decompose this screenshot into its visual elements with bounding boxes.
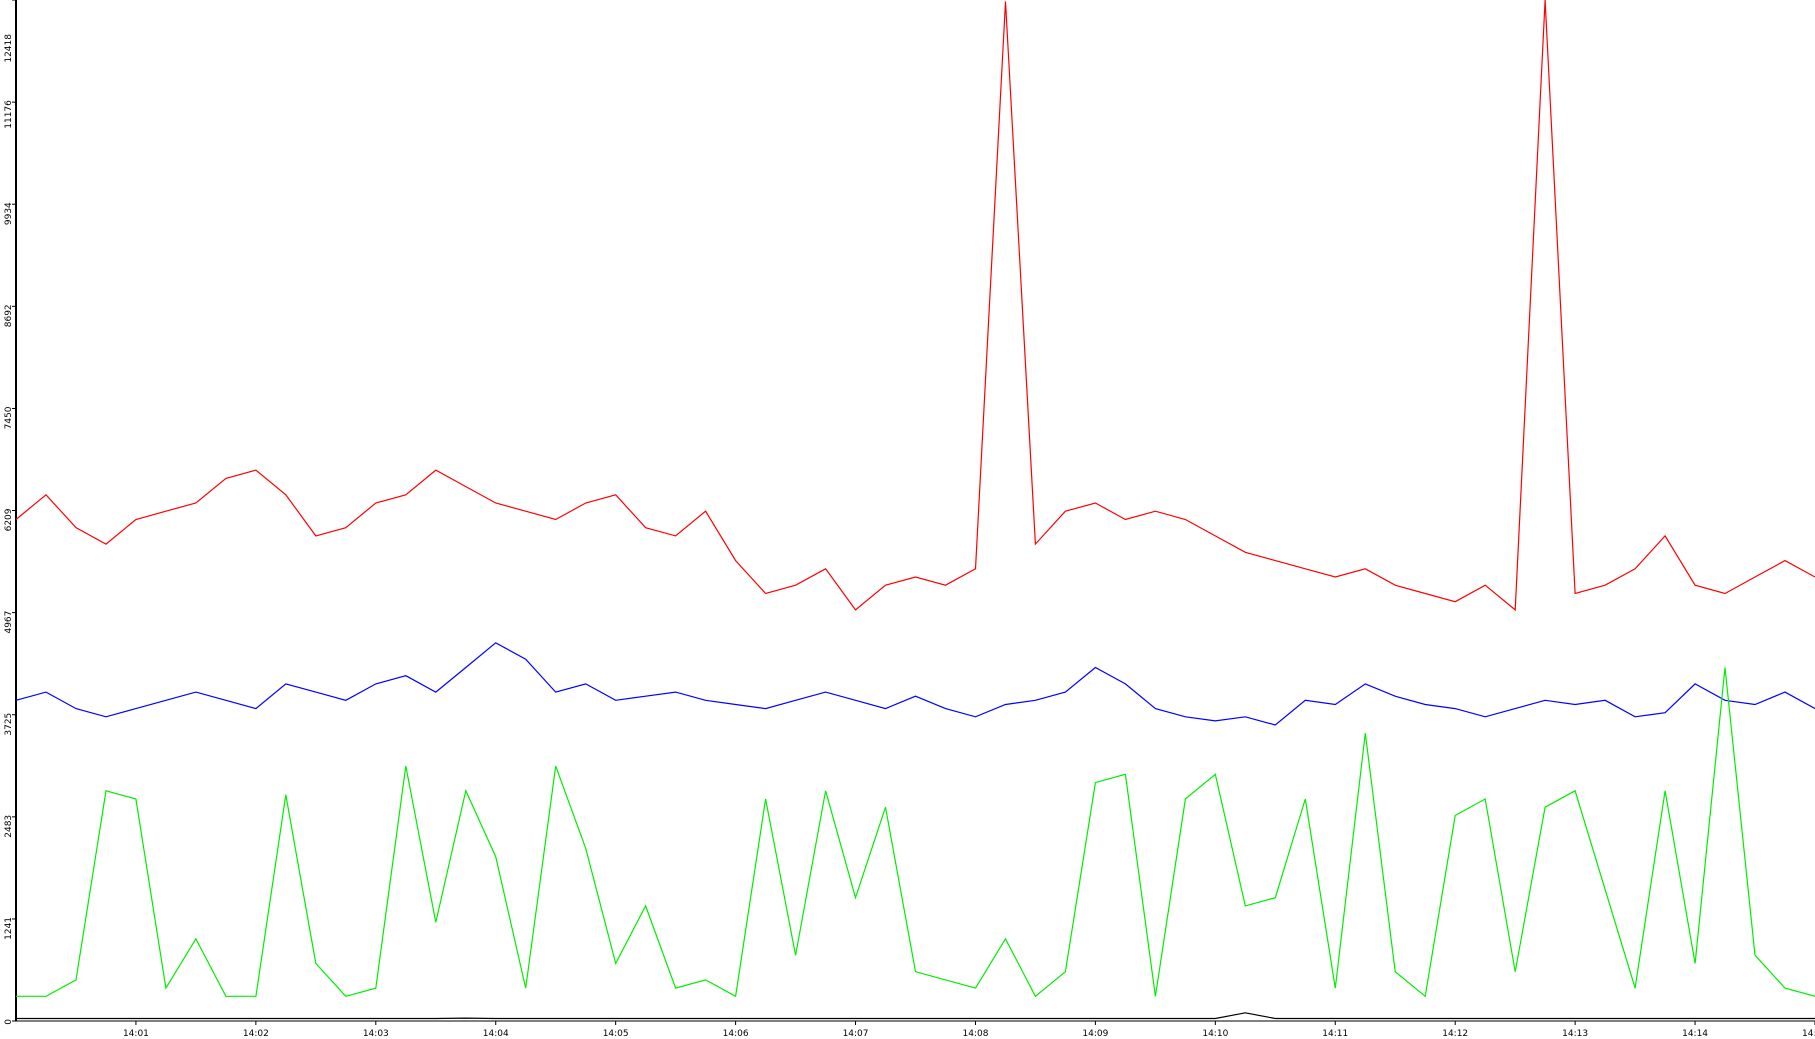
x-tick-label: 14:11 (1322, 1029, 1348, 1039)
x-tick-label: 14:14 (1682, 1029, 1708, 1039)
y-tick-label: 12418 (4, 34, 14, 63)
y-tick-label: 6209 (4, 508, 14, 531)
y-tick-label: 8692 (4, 304, 14, 327)
y-tick-label: 3725 (4, 713, 14, 736)
x-tick-label: 14:02 (243, 1029, 269, 1039)
x-tick-label: 14:04 (483, 1029, 509, 1039)
x-tick-label: 14:08 (962, 1029, 988, 1039)
x-tick-label: 14:13 (1562, 1029, 1588, 1039)
x-tick-label: 14:05 (603, 1029, 629, 1039)
x-tick-label: 14:15 (1802, 1029, 1815, 1039)
y-tick-label: 0 (4, 1019, 14, 1025)
x-tick-label: 14:12 (1442, 1029, 1468, 1039)
y-tick-label: 9934 (4, 202, 14, 225)
x-tick-label: 14:10 (1202, 1029, 1228, 1039)
x-tick-label: 14:03 (363, 1029, 389, 1039)
series-line (16, 1012, 1815, 1020)
series-line (15, 0, 1815, 612)
x-tick-label: 14:09 (1082, 1029, 1108, 1039)
series-line (15, 642, 1815, 726)
x-tick-label: 14:06 (723, 1029, 749, 1039)
y-tick-label: 11176 (4, 100, 14, 129)
series-line (16, 667, 1815, 998)
x-tick-label: 14:01 (123, 1029, 149, 1039)
y-tick-label: 4967 (4, 611, 14, 634)
y-tick-label: 7450 (4, 406, 14, 429)
y-tick-label: 2483 (4, 815, 14, 838)
x-tick-label: 14:07 (843, 1029, 869, 1039)
y-tick-label: 1241 (4, 917, 14, 940)
